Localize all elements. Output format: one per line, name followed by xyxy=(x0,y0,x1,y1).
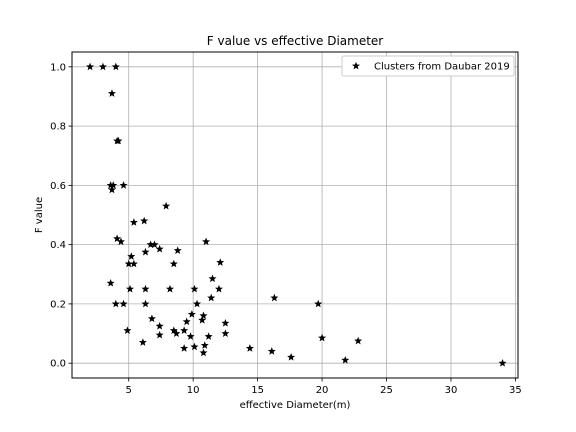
data-point-star xyxy=(169,326,178,334)
data-point-star xyxy=(123,326,132,334)
data-point-star xyxy=(113,136,122,145)
data-point-star xyxy=(314,299,323,308)
data-point-star xyxy=(186,332,195,340)
legend-star-marker xyxy=(352,61,360,70)
y-axis-label: F value xyxy=(34,197,45,233)
data-point-star xyxy=(107,185,116,194)
plot-area xyxy=(72,52,518,378)
data-point-star xyxy=(341,356,350,364)
x-tick-label: 20 xyxy=(316,385,329,396)
data-points xyxy=(86,62,507,367)
data-point-star xyxy=(190,342,199,351)
data-point-star xyxy=(113,234,122,243)
x-tick-label: 15 xyxy=(251,385,264,396)
data-point-star xyxy=(124,259,133,268)
x-tick-label: 10 xyxy=(187,385,200,396)
data-point-star xyxy=(111,299,120,308)
y-tick-label: 0.2 xyxy=(50,299,66,310)
legend-entry-label: Clusters from Daubar 2019 xyxy=(374,62,510,73)
data-point-star xyxy=(199,311,208,320)
data-point-star xyxy=(119,299,128,308)
data-point-star xyxy=(129,218,138,226)
plot-frame xyxy=(71,51,519,379)
data-point-star xyxy=(245,344,254,352)
data-point-star xyxy=(147,314,156,323)
axis-ticks: 5 10 15 20 25 30 35 0.0 0.2 0.4 0.6 0.8 1.0 xyxy=(50,62,522,396)
x-tick-label: 5 xyxy=(126,385,132,396)
data-point-star xyxy=(200,341,209,349)
data-point-star xyxy=(267,347,276,355)
x-axis-label: effective Diameter(m) xyxy=(240,400,351,411)
data-point-star xyxy=(116,237,125,246)
y-tick-label: 0.6 xyxy=(50,181,66,192)
data-point-star xyxy=(270,293,279,302)
data-point-star xyxy=(207,293,216,302)
y-tick-label: 1.0 xyxy=(50,62,66,73)
data-point-star xyxy=(111,62,120,71)
x-tick-label: 35 xyxy=(509,385,522,396)
data-point-star xyxy=(141,247,150,256)
data-point-star xyxy=(169,259,178,268)
data-point-star xyxy=(126,284,134,293)
data-point-star xyxy=(119,181,128,189)
data-point-star xyxy=(173,246,182,254)
data-point-star xyxy=(214,284,223,293)
data-point-star xyxy=(221,329,230,337)
legend-box xyxy=(341,55,515,77)
data-point-star xyxy=(354,336,363,345)
data-point-star xyxy=(138,338,147,346)
data-point-star xyxy=(141,299,150,308)
chart-title: F value vs effective Diameter xyxy=(207,34,384,48)
data-point-star xyxy=(141,284,150,293)
data-point-star xyxy=(208,274,217,283)
data-point-star xyxy=(198,316,207,324)
data-point-star xyxy=(180,344,189,352)
x-tick-label: 30 xyxy=(445,385,458,396)
data-point-star xyxy=(162,201,171,210)
data-point-star xyxy=(146,240,155,249)
data-point-star xyxy=(182,317,191,326)
data-point-star xyxy=(193,299,202,308)
data-point-star xyxy=(129,259,138,268)
data-point-star xyxy=(498,358,507,367)
legend: Clusters from Daubar 2019 xyxy=(341,55,515,77)
data-point-star xyxy=(287,353,296,361)
data-point-star xyxy=(190,284,199,293)
data-point-star xyxy=(221,318,230,327)
y-tick-label: 0.0 xyxy=(50,359,66,370)
data-point-star xyxy=(150,240,159,249)
data-point-star xyxy=(107,89,116,97)
data-point-star xyxy=(172,329,181,337)
data-point-star xyxy=(165,284,174,293)
grid-lines xyxy=(72,52,518,378)
data-point-star xyxy=(202,237,211,246)
x-tick-label: 25 xyxy=(380,385,393,396)
data-point-star xyxy=(106,278,115,287)
data-point-star xyxy=(140,216,149,225)
data-point-star xyxy=(109,181,118,189)
data-point-star xyxy=(318,333,327,342)
data-point-star xyxy=(155,244,164,253)
y-tick-label: 0.4 xyxy=(50,240,66,251)
y-tick-label: 0.8 xyxy=(50,122,66,133)
data-point-star xyxy=(199,348,208,357)
data-point-star xyxy=(216,258,225,266)
data-point-star xyxy=(98,62,107,71)
data-point-star xyxy=(204,332,213,340)
data-point-star xyxy=(127,252,136,260)
data-point-star xyxy=(155,330,164,339)
data-point-star xyxy=(155,321,164,330)
data-point-star xyxy=(180,326,189,334)
data-point-star xyxy=(86,62,95,71)
data-point-star xyxy=(187,310,196,318)
